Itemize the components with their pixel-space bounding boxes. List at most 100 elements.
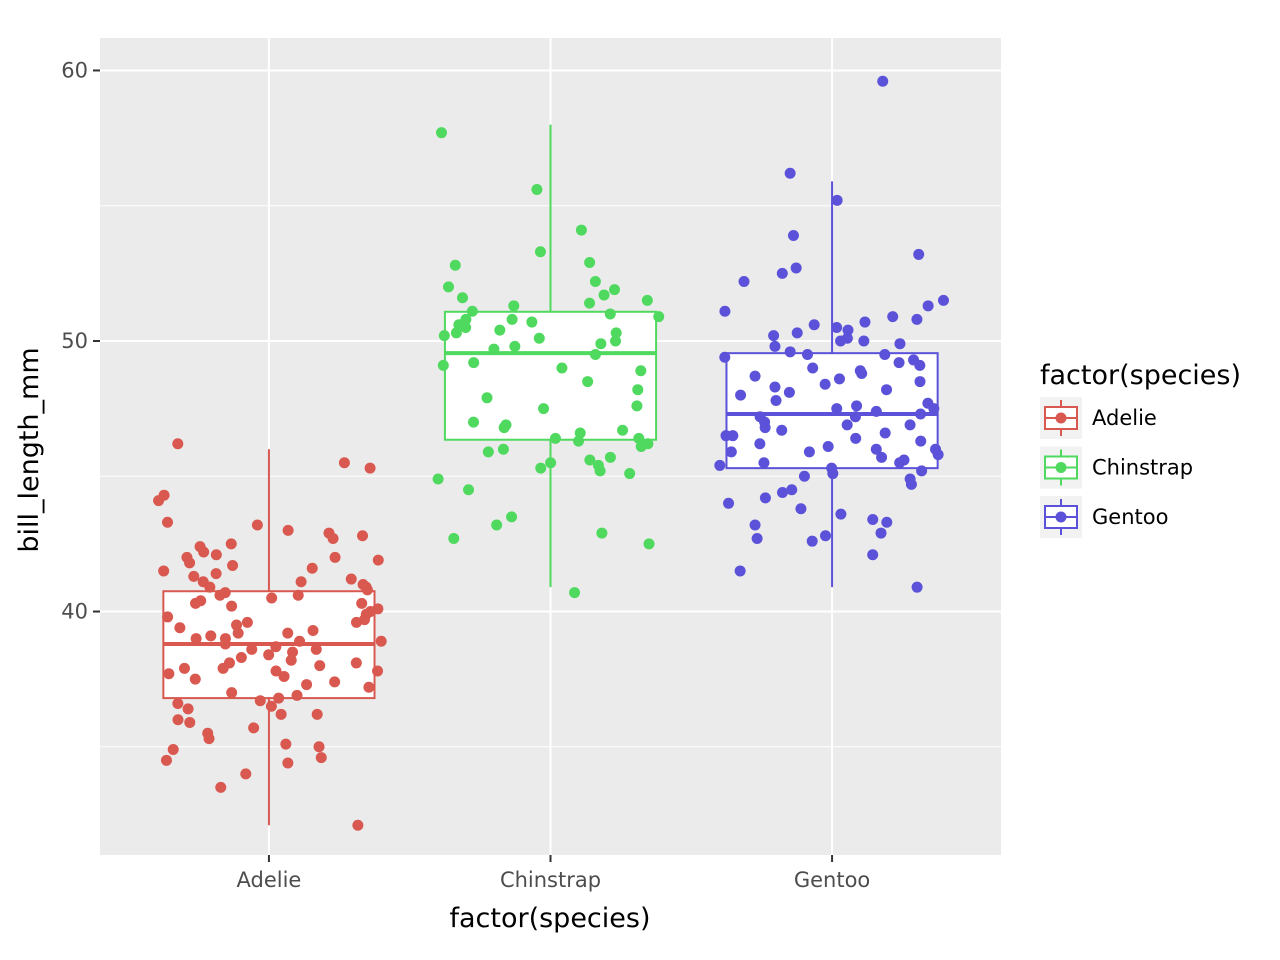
- data-point: [841, 419, 853, 431]
- data-point: [219, 633, 231, 645]
- data-point: [327, 532, 339, 544]
- data-point: [858, 335, 870, 347]
- data-point: [754, 438, 766, 450]
- data-point: [307, 624, 319, 636]
- x-axis-title: factor(species): [449, 903, 650, 934]
- data-point: [356, 597, 368, 609]
- axes: 40 50 60 Adelie Chinstrap Gentoo: [61, 58, 870, 892]
- data-point: [881, 516, 893, 528]
- data-point: [879, 427, 891, 439]
- data-point: [893, 357, 905, 369]
- data-point: [914, 376, 926, 388]
- legend-item-adelie: Adelie: [1040, 397, 1157, 439]
- data-point: [457, 292, 469, 304]
- legend-label: Chinstrap: [1092, 456, 1193, 480]
- data-point: [749, 370, 761, 382]
- data-point: [795, 503, 807, 515]
- data-point: [287, 646, 299, 658]
- data-point: [870, 443, 882, 455]
- data-point: [506, 313, 518, 325]
- data-point: [227, 560, 239, 572]
- data-point: [604, 308, 616, 320]
- data-point: [922, 300, 934, 312]
- data-point: [831, 194, 843, 206]
- data-point: [190, 633, 202, 645]
- data-point: [849, 411, 861, 423]
- data-point: [482, 446, 494, 458]
- data-point: [205, 630, 217, 642]
- data-point: [449, 259, 461, 271]
- data-point: [914, 359, 926, 371]
- y-tick-label: 40: [61, 600, 88, 624]
- data-point: [879, 349, 891, 361]
- data-point: [905, 478, 917, 490]
- data-point: [280, 738, 292, 750]
- data-point: [266, 592, 278, 604]
- data-point: [842, 324, 854, 336]
- data-point: [463, 484, 475, 496]
- data-point: [787, 229, 799, 241]
- data-point: [178, 662, 190, 674]
- data-point: [282, 524, 294, 536]
- data-point: [534, 246, 546, 258]
- data-point: [720, 430, 732, 442]
- data-point: [545, 457, 557, 469]
- data-point: [285, 654, 297, 666]
- data-point: [372, 665, 384, 677]
- data-point: [172, 714, 184, 726]
- data-point: [937, 294, 949, 306]
- data-point: [783, 386, 795, 398]
- data-point: [887, 311, 899, 323]
- data-point: [584, 454, 596, 466]
- data-point: [770, 395, 782, 407]
- data-point: [643, 538, 655, 550]
- data-point: [301, 679, 313, 691]
- data-point: [246, 643, 258, 655]
- data-point: [556, 362, 568, 374]
- data-point: [803, 446, 815, 458]
- data-point: [632, 384, 644, 396]
- data-point: [248, 722, 260, 734]
- data-point: [610, 335, 622, 347]
- data-point: [329, 551, 341, 563]
- data-point: [214, 589, 226, 601]
- data-point: [738, 275, 750, 287]
- data-point: [438, 330, 450, 342]
- data-point: [310, 643, 322, 655]
- data-point: [786, 484, 798, 496]
- data-point: [569, 587, 581, 599]
- data-point: [361, 584, 373, 596]
- data-point: [494, 324, 506, 336]
- data-point: [232, 627, 244, 639]
- data-point: [768, 330, 780, 342]
- data-point: [162, 516, 174, 528]
- data-point: [831, 321, 843, 333]
- data-point: [635, 365, 647, 377]
- data-point: [894, 457, 906, 469]
- data-point: [835, 508, 847, 520]
- legend-label: Gentoo: [1092, 505, 1168, 529]
- data-point: [894, 338, 906, 350]
- data-point: [867, 514, 879, 526]
- data-point: [598, 289, 610, 301]
- legend-point: [1055, 412, 1067, 424]
- data-point: [725, 446, 737, 458]
- data-point: [241, 616, 253, 628]
- data-point: [749, 519, 761, 531]
- data-point: [240, 768, 252, 780]
- data-point: [251, 519, 263, 531]
- data-point: [291, 689, 303, 701]
- data-point: [282, 627, 294, 639]
- data-point: [181, 551, 193, 563]
- data-point: [372, 554, 384, 566]
- data-point: [437, 359, 449, 371]
- data-point: [265, 700, 277, 712]
- data-point: [182, 703, 194, 715]
- y-axis-title: bill_length_mm: [14, 347, 45, 552]
- data-point: [635, 441, 647, 452]
- data-point: [254, 695, 266, 707]
- data-point: [609, 284, 621, 296]
- data-point: [916, 465, 928, 477]
- data-point: [776, 424, 788, 436]
- data-point: [915, 408, 927, 420]
